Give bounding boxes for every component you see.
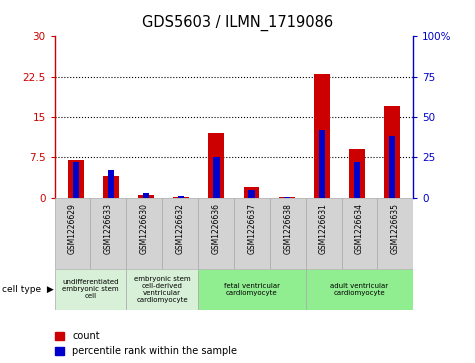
Text: fetal ventricular
cardiomyocyte: fetal ventricular cardiomyocyte (224, 283, 280, 296)
Bar (378, 198, 413, 269)
Text: embryonic stem
cell-derived
ventricular
cardiomyocyte: embryonic stem cell-derived ventricular … (134, 276, 190, 303)
Text: GSM1226631: GSM1226631 (319, 204, 328, 254)
Text: GSM1226632: GSM1226632 (176, 204, 185, 254)
Bar (270, 198, 306, 269)
Text: GSM1226636: GSM1226636 (211, 204, 220, 254)
Bar (209, 133, 224, 198)
Text: GDS5603 / ILMN_1719086: GDS5603 / ILMN_1719086 (142, 15, 333, 31)
Bar (314, 74, 330, 198)
Text: undifferentiated
embryonic stem
cell: undifferentiated embryonic stem cell (62, 280, 119, 299)
Bar (279, 197, 294, 198)
Bar (91, 198, 126, 269)
Bar (234, 198, 270, 269)
Bar (143, 193, 149, 198)
Bar (103, 176, 119, 198)
Legend: count, percentile rank within the sample: count, percentile rank within the sample (55, 331, 237, 356)
Text: GSM1226634: GSM1226634 (355, 204, 364, 254)
Text: GSM1226638: GSM1226638 (283, 204, 292, 254)
Bar (173, 197, 189, 198)
Bar (389, 136, 395, 198)
Bar (138, 195, 154, 198)
Bar (354, 162, 360, 198)
Text: GSM1226633: GSM1226633 (104, 204, 113, 254)
Text: GSM1226637: GSM1226637 (247, 204, 257, 254)
Text: GSM1226630: GSM1226630 (140, 204, 149, 254)
Bar (55, 198, 91, 269)
Bar (178, 196, 184, 198)
Bar (55, 269, 126, 310)
Bar (198, 198, 234, 269)
Bar (198, 269, 306, 310)
Bar (244, 187, 259, 198)
Bar (213, 158, 219, 198)
Bar (306, 269, 413, 310)
Bar (349, 150, 365, 198)
Bar (108, 170, 114, 198)
Bar (248, 190, 255, 198)
Text: GSM1226629: GSM1226629 (68, 204, 77, 254)
Bar (384, 106, 400, 198)
Bar (342, 198, 378, 269)
Text: adult ventricular
cardiomyocyte: adult ventricular cardiomyocyte (331, 283, 389, 296)
Bar (162, 198, 198, 269)
Bar (68, 160, 84, 198)
Bar (306, 198, 342, 269)
Bar (73, 162, 79, 198)
Bar (319, 130, 325, 198)
Bar (126, 269, 198, 310)
Bar (284, 197, 290, 198)
Text: GSM1226635: GSM1226635 (391, 204, 400, 254)
Bar (126, 198, 162, 269)
Text: cell type  ▶: cell type ▶ (2, 285, 54, 294)
